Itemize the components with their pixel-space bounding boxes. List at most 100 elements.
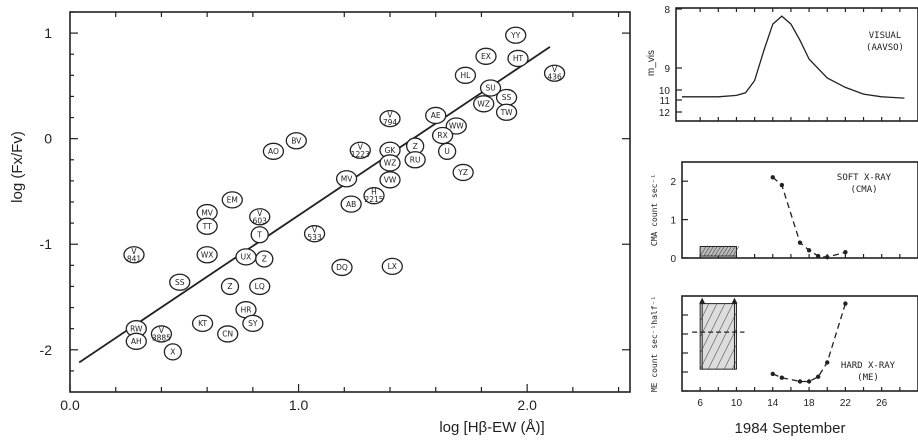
point-marker (495, 103, 518, 121)
soft-y-tick-label: 1 (670, 216, 676, 227)
time-tick-label: 14 (767, 398, 779, 409)
visual-y-tick-label: 12 (659, 108, 671, 119)
point-label: 1223 (351, 150, 370, 159)
point-label: HR (241, 305, 252, 314)
point-label: HL (461, 71, 472, 80)
visual-y-tick-label: 11 (660, 96, 671, 107)
point-marker (363, 187, 385, 205)
hard-xray-y-label: ME count sec⁻¹half⁻¹ (650, 296, 659, 392)
point-label: 3885 (152, 333, 171, 342)
point-label: WZ (384, 159, 397, 168)
data-point: AO (262, 142, 285, 160)
point-marker (425, 106, 447, 125)
hard-band-hatch (700, 303, 710, 322)
data-point: LQ (249, 277, 271, 296)
point-marker (379, 154, 401, 172)
point-marker (431, 126, 454, 145)
data-point: CN (217, 325, 239, 343)
point-label: BV (291, 136, 302, 145)
soft-xray-point (779, 182, 785, 188)
point-marker (379, 171, 401, 189)
data-point: SS (495, 88, 518, 107)
visual-y-tick-label: 9 (664, 64, 670, 75)
point-label: V (387, 111, 393, 120)
point-label: VW (384, 176, 397, 185)
point-marker (169, 273, 191, 291)
point-label: YY (510, 31, 521, 40)
y-tick-label: -1 (40, 236, 53, 252)
soft-y-tick-label: 2 (670, 177, 676, 188)
point-marker (150, 325, 173, 343)
soft-xray-point (825, 255, 830, 260)
point-marker (331, 258, 353, 277)
point-marker (303, 225, 326, 243)
hard-xray-point (843, 301, 848, 306)
point-marker (340, 195, 362, 213)
data-point: HL (454, 66, 477, 84)
point-label: MV (341, 174, 353, 183)
visual-light-curve (682, 15, 905, 99)
data-point: GK (379, 141, 401, 159)
soft-xray-panel-frame (681, 161, 918, 259)
point-marker (437, 142, 457, 160)
point-marker (379, 109, 401, 128)
point-marker (255, 250, 274, 268)
point-label: Z (262, 255, 267, 264)
point-marker (220, 277, 240, 296)
soft-band-hatch (728, 246, 736, 257)
soft-xray-y-label: CMA count sec⁻¹ (650, 174, 659, 246)
point-label: TW (500, 108, 514, 117)
x-tick-label: 1.0 (289, 397, 309, 413)
point-label: EM (227, 196, 238, 205)
point-label: EX (481, 52, 491, 61)
soft-xray-point (815, 253, 821, 259)
soft-band-hatch (721, 246, 729, 257)
point-marker (250, 226, 269, 244)
data-point: SU (479, 79, 502, 97)
hard-band-hatch (707, 311, 737, 370)
data-point: YY (505, 26, 527, 44)
point-label: 436 (547, 73, 562, 82)
x-tick-label: 2.0 (517, 397, 537, 413)
point-label: AO (268, 147, 279, 156)
point-marker (335, 170, 358, 188)
soft-xray-point (806, 248, 812, 253)
point-label: Z (227, 282, 232, 291)
point-marker (191, 314, 214, 333)
data-point: U (437, 142, 457, 160)
point-marker (285, 132, 307, 150)
point-label: KT (198, 319, 207, 328)
soft-xray-point (770, 175, 775, 180)
data-point: SS (169, 273, 191, 291)
hard-xray-title-line1: HARD X-RAY (841, 361, 896, 371)
point-label: GK (385, 146, 397, 155)
point-label: UX (241, 253, 252, 262)
point-label: 794 (383, 118, 398, 127)
point-label: AB (346, 200, 356, 209)
point-label: WX (201, 250, 214, 259)
hard-band-hatch (700, 303, 726, 354)
hard-band-hatch (780, 304, 813, 370)
point-label: H (371, 188, 377, 197)
point-label: SU (485, 84, 495, 93)
hard-xray-point (797, 379, 803, 384)
point-marker (507, 49, 529, 68)
data-point: EM (221, 191, 243, 209)
hard-xray-panel-frame (681, 295, 918, 392)
hard-band-hatch (740, 304, 773, 370)
data-point: RW (125, 320, 147, 338)
point-marker (123, 246, 145, 264)
visual-panel-frame (675, 7, 918, 122)
time-tick-label: 6 (697, 398, 703, 409)
hard-xray-point (825, 360, 830, 365)
point-label: TT (202, 222, 212, 231)
hard-band-hatch (723, 343, 737, 370)
hard-band-hatch (700, 303, 734, 370)
hard-band-arrow-head (731, 297, 738, 304)
time-tick-label: 18 (804, 398, 816, 409)
hard-band-hatch (700, 303, 702, 306)
